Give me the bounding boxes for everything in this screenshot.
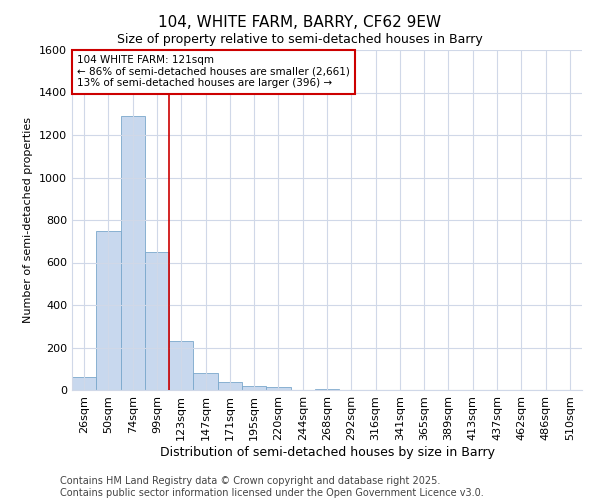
Text: 104 WHITE FARM: 121sqm
← 86% of semi-detached houses are smaller (2,661)
13% of : 104 WHITE FARM: 121sqm ← 86% of semi-det… [77,55,350,88]
Bar [96,230,121,390]
Y-axis label: Number of semi-detached properties: Number of semi-detached properties [23,117,34,323]
Bar [121,116,145,390]
Text: Contains HM Land Registry data © Crown copyright and database right 2025.
Contai: Contains HM Land Registry data © Crown c… [60,476,484,498]
Bar [193,373,218,390]
Text: 104, WHITE FARM, BARRY, CF62 9EW: 104, WHITE FARM, BARRY, CF62 9EW [158,15,442,30]
Bar [266,387,290,390]
Bar [72,378,96,390]
Bar [145,252,169,390]
Text: Size of property relative to semi-detached houses in Barry: Size of property relative to semi-detach… [117,32,483,46]
X-axis label: Distribution of semi-detached houses by size in Barry: Distribution of semi-detached houses by … [160,446,494,458]
Bar [242,386,266,390]
Bar [169,341,193,390]
Bar [218,382,242,390]
Bar [315,389,339,390]
